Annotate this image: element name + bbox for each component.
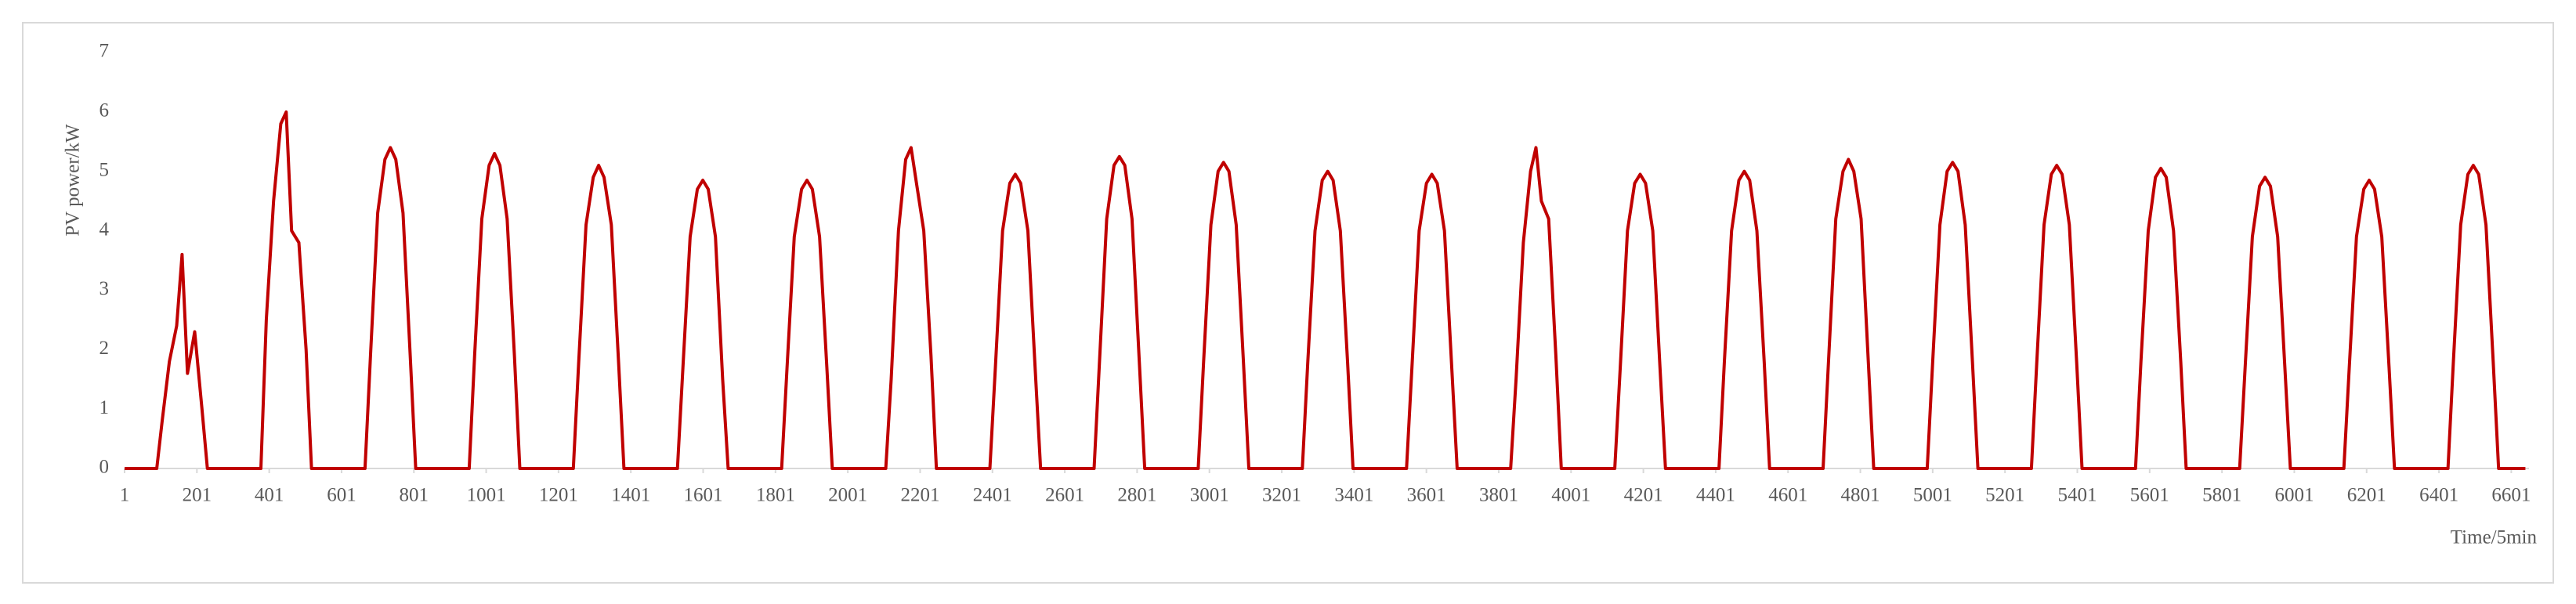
x-axis-label: Time/5min	[2451, 527, 2538, 548]
x-tick-label: 801	[400, 485, 429, 506]
x-tick-label: 3201	[1262, 485, 1301, 506]
y-axis-label: PV power/kW	[63, 124, 84, 237]
x-tick-label: 6001	[2274, 485, 2314, 506]
x-tick-label: 5401	[2057, 485, 2097, 506]
x-tick-label: 4801	[1841, 485, 1880, 506]
x-tick-label: 6601	[2491, 485, 2531, 506]
x-tick-label: 3401	[1334, 485, 1373, 506]
x-tick-label: 1	[120, 485, 130, 506]
x-tick-label: 2401	[973, 485, 1012, 506]
x-tick-label: 5801	[2202, 485, 2241, 506]
x-tick-label: 4601	[1768, 485, 1807, 506]
x-tick-label: 201	[183, 485, 212, 506]
x-tick-label: 401	[255, 485, 284, 506]
x-tick-label: 1601	[684, 485, 723, 506]
line-series	[125, 110, 2526, 470]
x-tick-label: 5601	[2130, 485, 2169, 506]
x-tick-label: 1401	[611, 485, 650, 506]
x-tick-label: 4001	[1551, 485, 1590, 506]
x-tick-label: 601	[327, 485, 356, 506]
x-tick-label: 4201	[1624, 485, 1663, 506]
chart-frame	[22, 22, 2554, 584]
x-tick-label: 1001	[467, 485, 506, 506]
y-tick-label: 0	[99, 457, 110, 478]
x-tick-label: 2801	[1117, 485, 1156, 506]
y-tick-label: 1	[99, 397, 110, 418]
x-tick-label: 6401	[2419, 485, 2458, 506]
x-tick-label: 1801	[756, 485, 795, 506]
x-tick-label: 1201	[539, 485, 578, 506]
x-tick-label: 6201	[2347, 485, 2386, 506]
y-tick-label: 2	[99, 338, 110, 359]
x-tick-label: 4401	[1696, 485, 1735, 506]
x-tick-label: 3001	[1190, 485, 1229, 506]
x-tick-label: 5201	[1985, 485, 2024, 506]
x-tick-label: 2601	[1045, 485, 1084, 506]
x-tick-label: 5001	[1913, 485, 1952, 506]
x-tick-label: 2201	[900, 485, 939, 506]
x-tick-label: 2001	[828, 485, 867, 506]
y-tick-label: 4	[99, 219, 110, 240]
y-tick-label: 6	[99, 100, 110, 121]
x-tick-label: 3601	[1407, 485, 1446, 506]
y-tick-label: 3	[99, 278, 110, 299]
y-tick-label: 5	[99, 159, 110, 180]
x-tick-label: 3801	[1479, 485, 1518, 506]
y-tick-label: 7	[99, 41, 110, 62]
